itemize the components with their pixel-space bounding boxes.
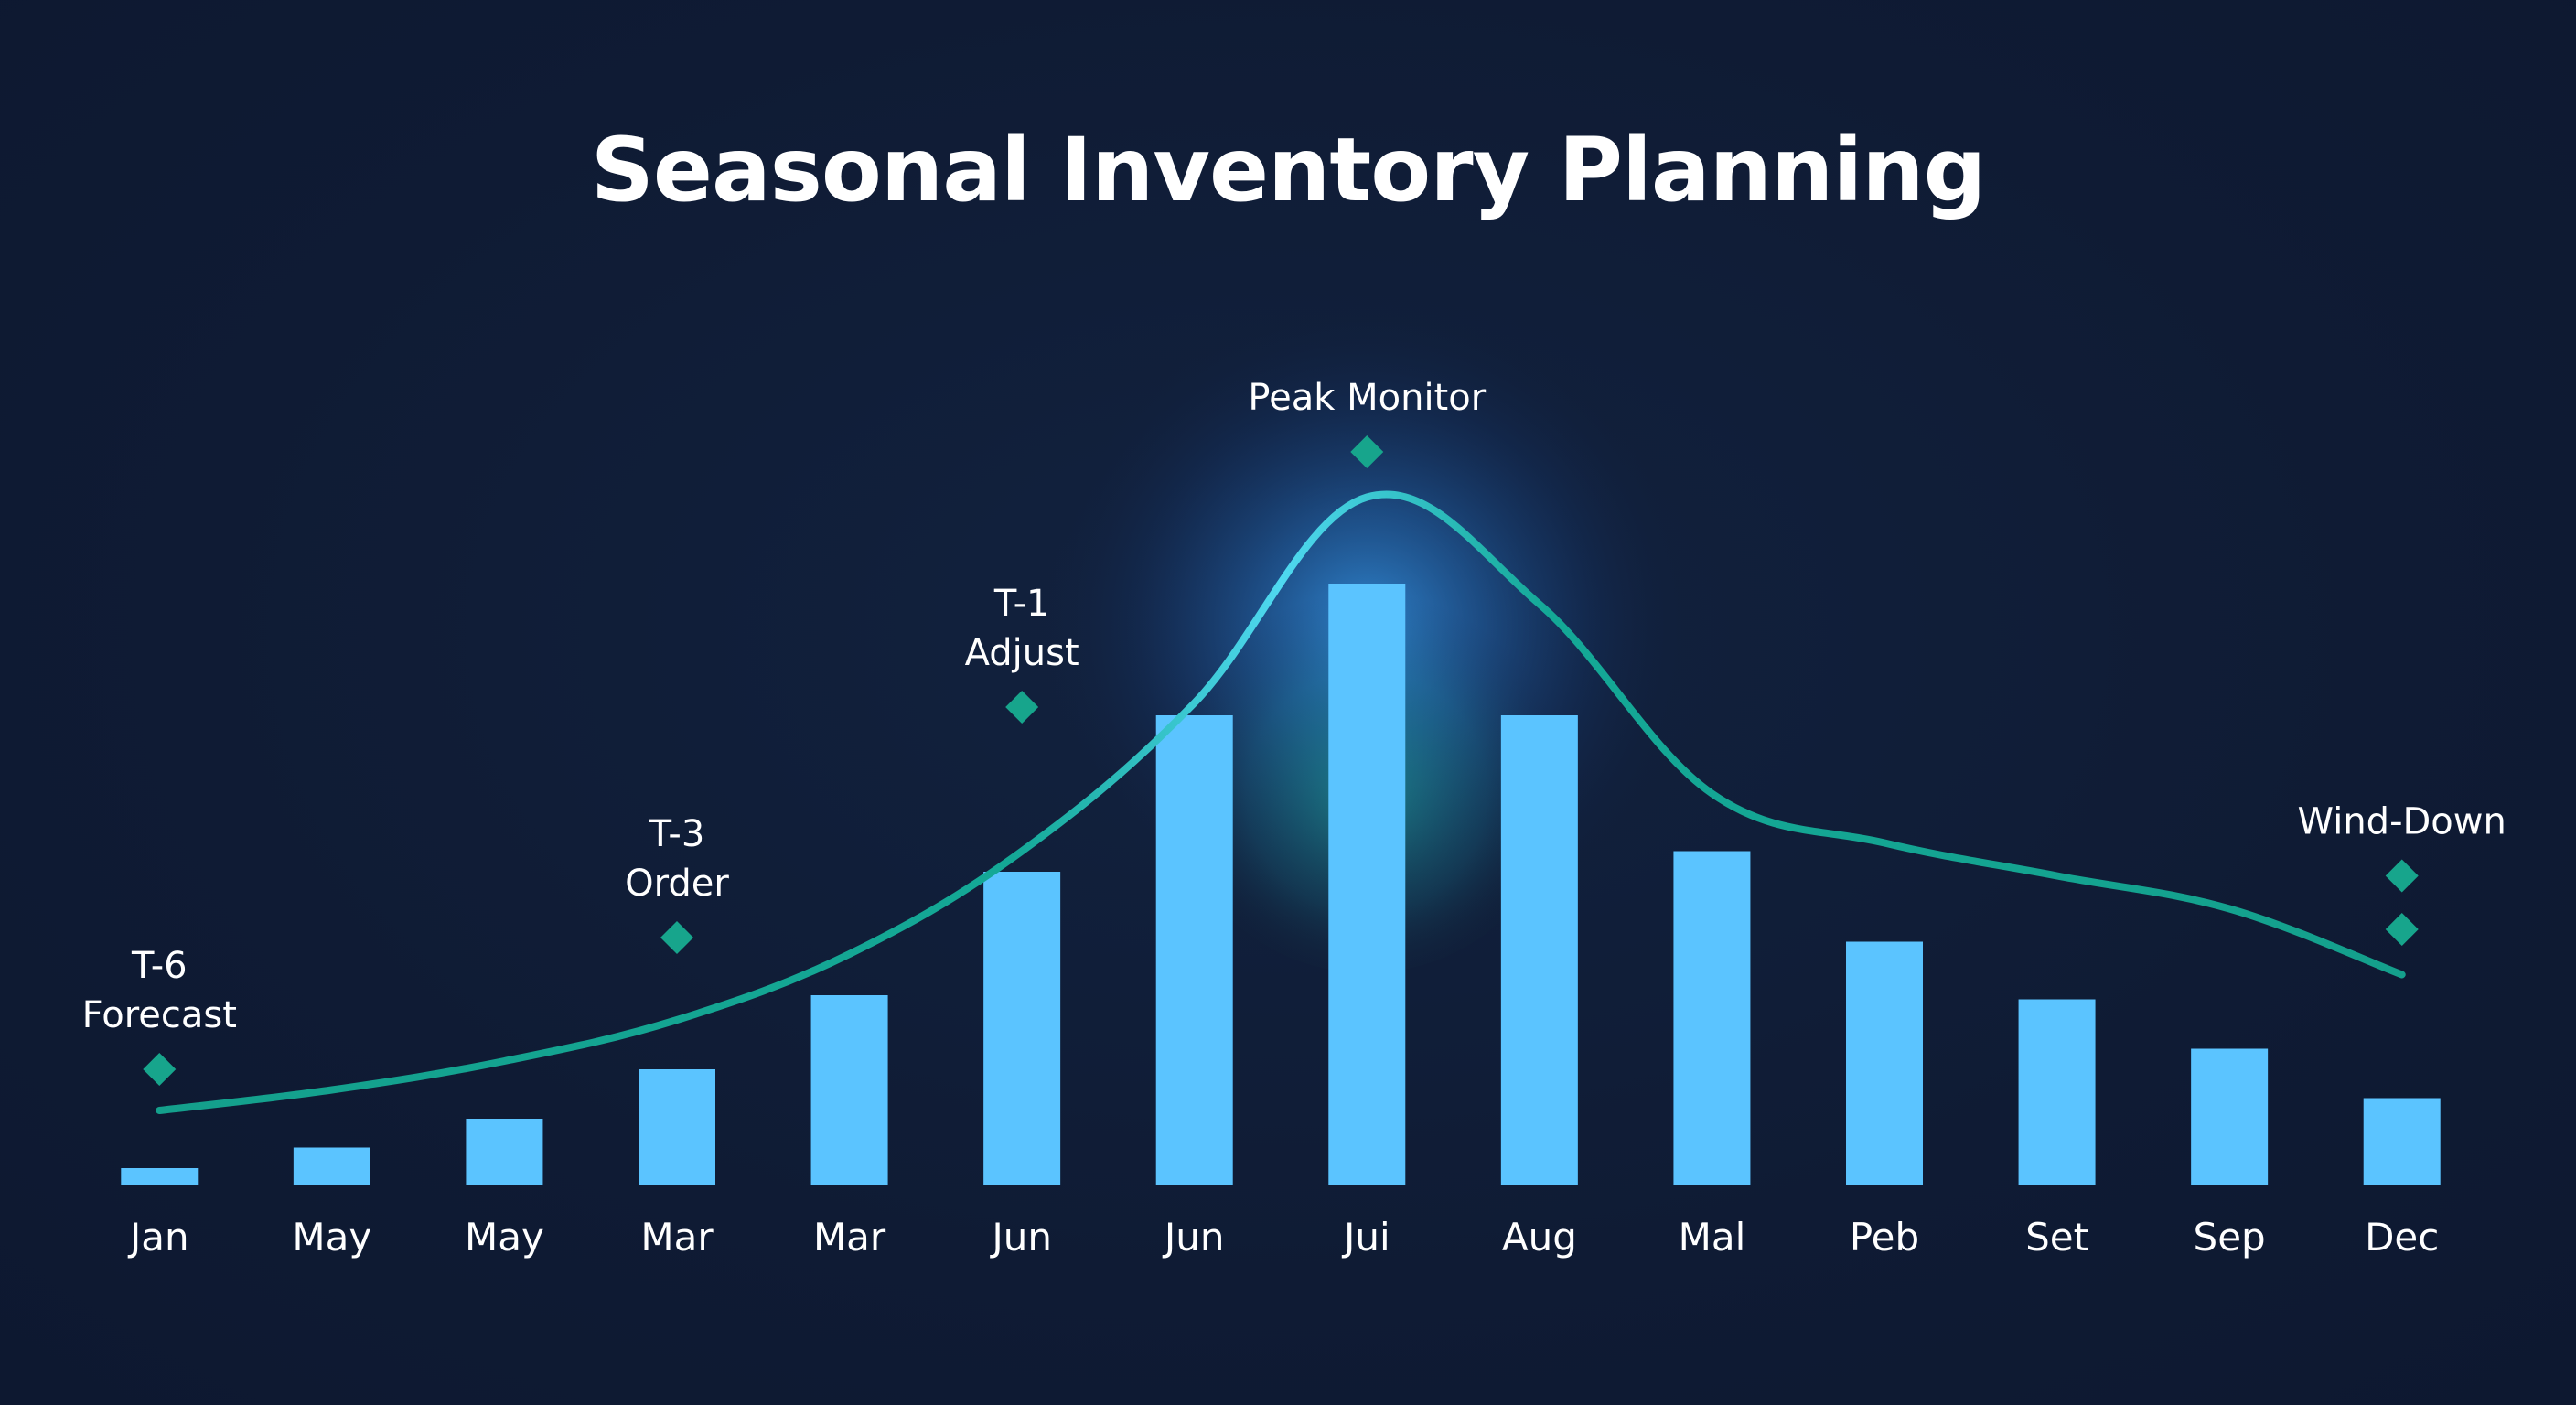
trend-line-group	[156, 490, 2406, 1114]
diamond-icon	[2385, 913, 2419, 946]
x-tick-label: Dec	[2365, 1215, 2439, 1260]
x-tick-label: Mal	[1679, 1215, 1746, 1260]
bar-mar-4	[810, 995, 888, 1185]
phase-marker-4: Wind-Down	[2298, 801, 2506, 946]
x-tick-label: Jan	[127, 1215, 189, 1260]
x-tick-label: May	[292, 1215, 371, 1260]
bar-jan-0	[121, 1168, 199, 1185]
diamond-icon	[143, 1053, 177, 1086]
x-tick-label: Jun	[1162, 1215, 1225, 1260]
bar-mal-9	[1673, 851, 1751, 1185]
bar-aug-8	[1500, 715, 1578, 1185]
x-tick-label: Sep	[2194, 1215, 2266, 1260]
bar-jun-6	[1155, 715, 1233, 1185]
bar-mar-3	[639, 1069, 715, 1185]
phase-marker-1: T-3 Order	[625, 813, 729, 954]
x-axis-labels: Jan May May Mar Mar Jun Jun Jui Aug Mal Peb Set Sep D…	[127, 1215, 2439, 1260]
diamond-icon	[2385, 859, 2419, 893]
diamond-icon	[1005, 691, 1039, 724]
bar-sep-12	[2191, 1048, 2269, 1185]
phase-marker-3: Peak Monitor	[1248, 377, 1487, 468]
bar-jui-7	[1328, 584, 1406, 1185]
trend-line	[156, 490, 2406, 1114]
x-tick-label: Peb	[1850, 1215, 1919, 1260]
bar-peb-10	[1846, 941, 1923, 1185]
diamond-icon	[1350, 435, 1384, 468]
phase-label-line: Wind-Down	[2298, 801, 2506, 843]
x-tick-label: May	[465, 1215, 544, 1260]
bar-dec-13	[2363, 1098, 2441, 1185]
phase-marker-0: T-6 Forecast	[82, 945, 237, 1086]
phase-label-line: T-3	[649, 813, 705, 855]
x-tick-label: Set	[2025, 1215, 2088, 1260]
phase-label-line: Order	[625, 863, 729, 905]
chart-title: Seasonal Inventory Planning	[590, 119, 1987, 221]
phase-label-line: Adjust	[965, 632, 1079, 674]
bar-jun-5	[983, 872, 1061, 1185]
x-tick-label: Jun	[989, 1215, 1052, 1260]
x-tick-label: Jui	[1341, 1215, 1390, 1260]
phase-label-line: Peak Monitor	[1248, 377, 1486, 419]
bar-set-11	[2018, 999, 2096, 1185]
x-tick-label: Mar	[640, 1215, 714, 1260]
x-tick-label: Aug	[1502, 1215, 1577, 1260]
bars	[121, 584, 2441, 1185]
phase-label-line: Forecast	[82, 994, 237, 1036]
phase-marker-2: T-1 Adjust	[965, 583, 1079, 724]
phase-markers: T-6 Forecast T-3 Order T-1 Adjust Peak Monitor…	[82, 377, 2506, 1086]
bar-may-1	[293, 1147, 370, 1185]
phase-label-line: T-1	[993, 583, 1050, 625]
diamond-icon	[660, 921, 693, 954]
bar-may-2	[466, 1119, 543, 1185]
x-tick-label: Mar	[813, 1215, 886, 1260]
phase-label-line: T-6	[131, 945, 188, 987]
